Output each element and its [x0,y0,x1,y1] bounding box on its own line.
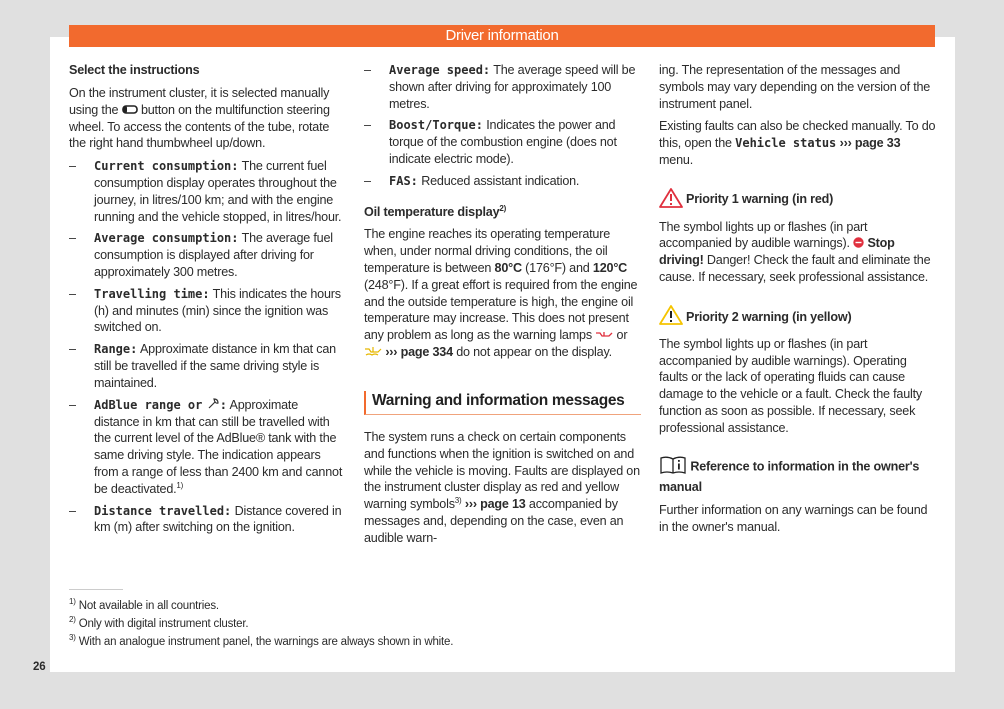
list-item: – Range: Approximate distance in km that … [69,342,336,390]
stop-icon [853,236,864,253]
stop-driving-text: Stop driving! [659,236,895,268]
description: Approximate distance in km that can stil… [94,397,343,496]
oil-temperature-red-icon [595,327,613,344]
continued-paragraph: ing. The representation of the messages … [659,63,931,111]
term: Average consumption: [94,231,239,246]
term: Current consumption: [94,159,239,174]
intro-paragraph: On the instrument cluster, it is selecte… [69,85,346,152]
term: Range: [94,342,138,357]
term: Travelling time: [94,286,210,301]
temp-value: 120°C [592,260,628,275]
heading-oil-temperature: Oil temperature display2) [364,204,641,221]
list-item: – Travelling time: This indicates the hou… [69,286,341,335]
footnote-mark: 2) [69,615,76,625]
display-options-list: – Current consumption: The current fuel c… [69,158,346,536]
faults-paragraph: Existing faults can also be checked manu… [659,118,936,168]
oil-temperature-yellow-icon [364,344,382,361]
list-item: – Current consumption: The current fuel c… [69,159,342,224]
view-button-icon [121,102,138,119]
list-item: – Distance travelled: Distance covered in… [69,503,342,535]
term: FAS: [389,173,418,188]
warning-triangle-yellow-icon [659,304,683,330]
list-item: – AdBlue range or : Approximate distance … [69,397,343,496]
heading-text: Priority 1 warning (in red) [686,192,834,207]
page-link[interactable]: ››› page 33 [839,136,901,151]
description: Indicates the power and torque of the co… [389,118,617,166]
term: AdBlue range or [94,397,203,412]
footnote-divider [69,589,123,590]
warning-paragraph: The system runs a check on certain compo… [364,429,641,547]
term: Average speed: [389,63,491,77]
description: Approximate distance in km that can stil… [94,342,336,390]
text: Danger! Check the fault and eliminate th… [659,253,931,285]
text: On the instrument cluster, it is selecte… [69,85,330,117]
page-number: 26 [33,661,46,673]
list-item: – Average speed: The average speed will b… [364,63,636,111]
page [50,37,955,672]
description: Reduced assistant indication. [421,173,580,188]
heading-text: Priority 2 warning (in yellow) [686,309,852,324]
footnote: 3) With an analogue instrument panel, th… [69,634,453,651]
description: This indicates the hours (h) and minutes… [94,286,341,335]
description: The current fuel consumption display ope… [94,159,342,224]
text: accompanied by messages and, depending o… [364,497,624,545]
book-info-icon [659,455,687,480]
heading-priority-2: Priority 2 warning (in yellow) [659,304,936,330]
footnote-mark: 1) [69,597,76,607]
column-2: – Average speed: The average speed will b… [364,62,641,553]
text: The engine reaches its operating tempera… [364,227,611,275]
heading-select-instructions: Select the instructions [69,63,200,77]
temp-value: 80°C [494,260,523,275]
description: The average fuel consumption is displaye… [94,231,333,280]
text: do not appear on the display. [452,345,612,360]
text: (248°F). If a great effort is required f… [364,277,638,343]
text: (176°F) and [521,260,593,275]
text: menu. [659,152,694,167]
warning-triangle-red-icon [659,187,683,213]
text: The symbol lights up or flashes (in part… [659,219,868,251]
page-header: Driver information [69,25,935,47]
footnote-ref[interactable]: 3) [454,496,462,506]
page-link[interactable]: ››› page 13 [464,497,526,512]
heading-priority-1: Priority 1 warning (in red) [659,187,936,213]
column-3: ing. The representation of the messages … [659,62,936,542]
term: Distance travelled: [94,503,232,518]
text: The system runs a check on certain compo… [364,430,640,512]
footnote-text: With an analogue instrument panel, the w… [78,636,454,648]
text: button on the multifunction steering whe… [69,102,330,151]
priority-1-paragraph: The symbol lights up or flashes (in part… [659,219,936,286]
text: or [613,328,628,343]
list-item: – FAS: Reduced assistant indication. [364,173,580,188]
menu-name: Vehicle status [735,136,837,151]
heading-text: Reference to information in the owner's … [659,459,920,495]
section-title: Warning and information messages [364,391,641,416]
column-1: Select the instructions On the instrumen… [69,62,346,541]
footnote-ref[interactable]: 2) [499,203,507,213]
description: Distance covered in km (m) after switchi… [94,503,342,535]
reference-paragraph: Further information on any warnings can … [659,503,928,534]
list-item: – Average consumption: The average fuel c… [69,231,333,280]
display-options-list-cont: – Average speed: The average speed will b… [364,62,641,190]
heading-text: Oil temperature display [364,204,500,219]
footnote: 1) Not available in all countries. [69,598,219,615]
page-link[interactable]: ››› page 334 [385,345,453,360]
term: : [219,397,227,412]
adblue-icon [206,397,220,414]
footnote-text: Not available in all countries. [78,600,219,612]
list-item: – Boost/Torque: Indicates the power and t… [364,118,617,166]
term: Boost/Torque: [389,118,483,133]
oil-paragraph: The engine reaches its operating tempera… [364,226,641,361]
footnote: 2) Only with digital instrument cluster. [69,615,249,633]
heading-reference: Reference to information in the owner's … [659,455,936,497]
priority-2-paragraph: The symbol lights up or flashes (in part… [659,336,923,435]
footnote-mark: 3) [69,633,76,643]
text: Existing faults can also be checked manu… [659,119,936,151]
footnote-ref[interactable]: 1) [176,480,184,490]
footnote-text: Only with digital instrument cluster. [78,618,249,630]
description: The average speed will be shown after dr… [389,63,636,111]
